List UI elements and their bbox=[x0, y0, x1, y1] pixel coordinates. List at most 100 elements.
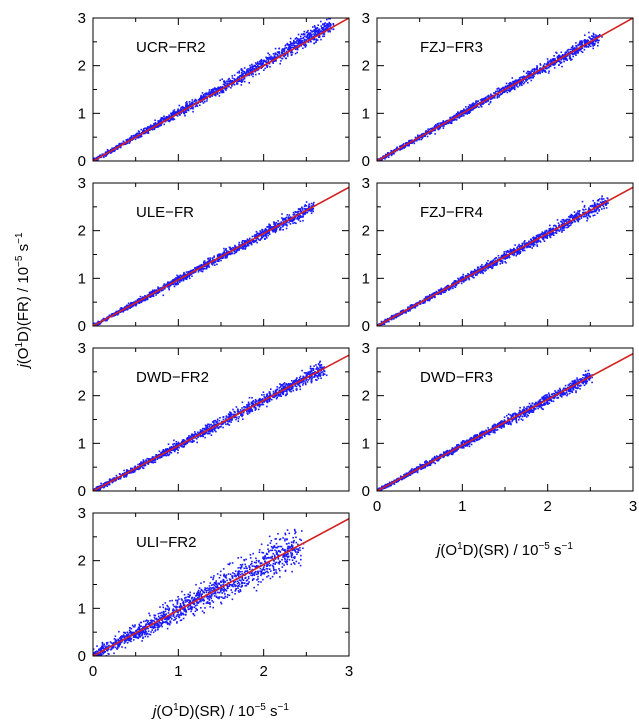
data-point bbox=[254, 236, 257, 238]
data-point bbox=[559, 55, 561, 58]
data-point bbox=[440, 122, 442, 125]
data-point bbox=[102, 317, 105, 320]
data-point bbox=[247, 70, 249, 72]
data-point bbox=[452, 115, 455, 118]
data-point bbox=[433, 126, 436, 128]
data-point bbox=[175, 282, 178, 285]
data-point bbox=[585, 42, 587, 45]
data-point bbox=[567, 224, 569, 226]
data-point bbox=[297, 219, 300, 221]
data-point bbox=[315, 34, 317, 36]
data-point bbox=[228, 82, 231, 84]
data-point bbox=[188, 270, 191, 273]
data-point bbox=[469, 110, 471, 112]
data-point bbox=[235, 251, 238, 253]
data-point bbox=[112, 147, 114, 150]
data-point bbox=[232, 246, 234, 249]
data-point bbox=[131, 139, 133, 141]
data-point bbox=[574, 51, 576, 54]
data-point bbox=[239, 80, 241, 82]
data-point bbox=[427, 130, 430, 132]
data-point bbox=[229, 253, 232, 256]
data-point bbox=[227, 250, 230, 253]
data-point bbox=[298, 42, 301, 44]
data-point bbox=[270, 225, 272, 228]
data-point bbox=[592, 211, 595, 213]
data-point bbox=[525, 79, 527, 82]
data-point bbox=[211, 257, 214, 259]
data-point bbox=[153, 128, 156, 131]
data-point bbox=[314, 26, 316, 28]
data-point bbox=[188, 101, 191, 103]
data-point bbox=[241, 242, 244, 245]
data-point bbox=[243, 240, 245, 242]
data-point bbox=[256, 234, 258, 237]
data-point bbox=[534, 243, 536, 246]
data-point bbox=[518, 78, 521, 81]
data-point bbox=[528, 71, 531, 73]
data-point bbox=[95, 156, 98, 159]
data-point bbox=[466, 107, 468, 110]
data-point bbox=[285, 50, 288, 53]
data-point bbox=[227, 254, 229, 256]
data-point bbox=[213, 88, 216, 91]
data-point bbox=[234, 244, 236, 247]
data-point bbox=[190, 103, 192, 105]
data-point bbox=[223, 247, 225, 250]
data-point bbox=[280, 221, 283, 223]
data-point bbox=[171, 280, 174, 282]
data-point bbox=[533, 75, 535, 77]
data-point bbox=[278, 229, 281, 231]
data-point bbox=[244, 72, 246, 74]
data-point bbox=[405, 312, 407, 314]
data-point bbox=[295, 42, 298, 44]
data-point bbox=[185, 109, 188, 112]
data-point bbox=[214, 87, 216, 89]
data-point bbox=[195, 99, 198, 102]
data-point bbox=[300, 41, 302, 43]
data-point bbox=[165, 283, 167, 286]
data-point bbox=[546, 62, 549, 64]
data-point bbox=[310, 202, 313, 205]
data-point bbox=[146, 298, 149, 301]
data-point bbox=[171, 118, 173, 120]
data-point bbox=[484, 101, 487, 104]
data-point bbox=[436, 123, 439, 125]
data-point bbox=[327, 30, 330, 33]
data-point bbox=[514, 81, 517, 83]
data-point bbox=[265, 57, 268, 60]
data-point bbox=[182, 106, 184, 109]
data-point bbox=[302, 37, 304, 40]
data-point bbox=[572, 47, 575, 50]
data-point bbox=[161, 286, 164, 289]
data-point bbox=[449, 116, 451, 119]
data-point bbox=[262, 234, 265, 237]
data-point bbox=[154, 119, 156, 122]
data-point bbox=[320, 20, 322, 23]
data-point bbox=[169, 115, 172, 118]
data-point bbox=[530, 70, 533, 72]
data-point bbox=[304, 35, 306, 37]
data-point bbox=[268, 53, 271, 56]
data-point bbox=[99, 154, 101, 157]
data-point bbox=[155, 294, 157, 296]
data-point bbox=[179, 274, 182, 277]
data-point bbox=[541, 71, 544, 73]
data-point bbox=[571, 58, 573, 61]
data-point bbox=[303, 38, 306, 41]
data-point bbox=[299, 210, 301, 213]
data-point bbox=[105, 155, 107, 157]
data-point bbox=[292, 222, 294, 225]
data-point bbox=[192, 106, 194, 108]
data-point bbox=[300, 210, 303, 213]
data-point bbox=[481, 100, 483, 102]
data-point bbox=[188, 277, 191, 280]
data-point bbox=[318, 29, 321, 31]
data-point bbox=[308, 209, 310, 212]
data-point bbox=[511, 87, 514, 89]
data-point bbox=[279, 228, 282, 231]
y-tick-label: 2 bbox=[362, 58, 370, 75]
data-point bbox=[126, 308, 128, 311]
data-point bbox=[297, 212, 300, 215]
data-point bbox=[286, 42, 289, 45]
